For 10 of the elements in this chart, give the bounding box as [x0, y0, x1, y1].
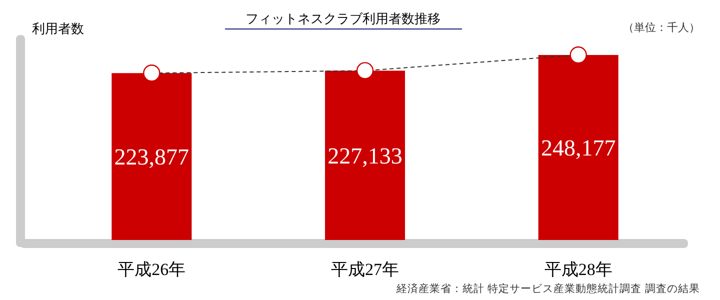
x-tick-label: 平成28年: [544, 260, 612, 279]
text: （単位：千人）: [623, 21, 700, 34]
chart-title: フィットネスクラブ利用者数推移: [246, 12, 440, 27]
x-tick-label: 平成27年: [331, 260, 399, 279]
text: 経済産業省：統計 特定サービス産業動態統計調査 調査の結果: [395, 282, 700, 295]
data-label: 248,177: [540, 136, 616, 160]
data-label: 227,133: [328, 143, 402, 168]
y-axis-title: 利用者数: [32, 22, 84, 37]
x-tick-label: 平成26年: [118, 260, 186, 279]
data-label: 223,877: [114, 144, 190, 170]
